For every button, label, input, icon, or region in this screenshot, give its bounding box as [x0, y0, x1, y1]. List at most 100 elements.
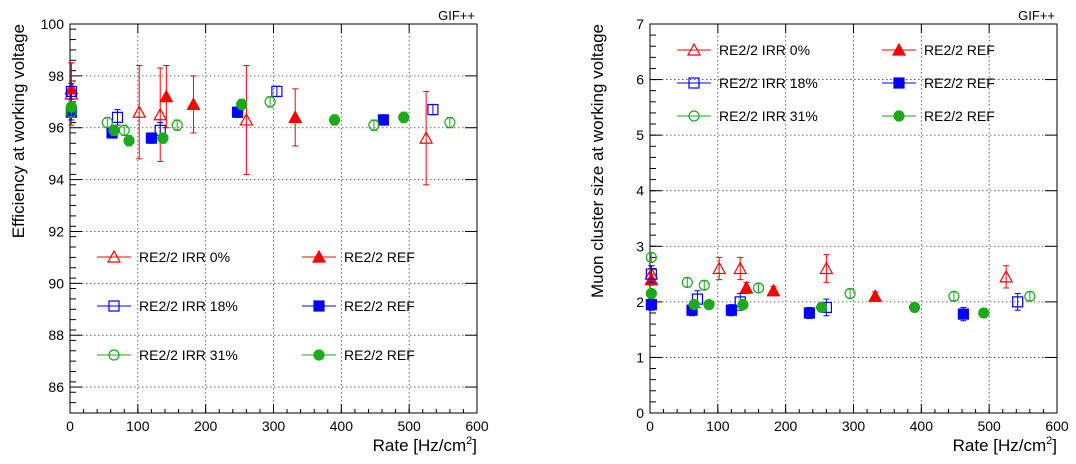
x-axis-label: Rate [Hz/cm2]: [953, 435, 1057, 455]
legend-marker: [108, 349, 120, 361]
x-axis-label-sup: 2: [1046, 435, 1052, 447]
data-point: [111, 111, 124, 123]
data-point: [868, 289, 883, 302]
data-point: [645, 299, 657, 311]
data-point: [288, 110, 303, 123]
x-axis-label: Rate [Hz/cm2]: [373, 435, 477, 455]
plot-frame: [69, 23, 478, 414]
data-point: [153, 107, 168, 121]
x-tick-label: 500: [977, 418, 1001, 434]
y-tick-label: 4: [636, 183, 644, 199]
series-2: [645, 265, 1024, 317]
x-tick-label: 0: [66, 418, 74, 434]
legend: RE2/2 IRR 0% RE2/2 REF RE2/2 IRR 18% RE2/2 …: [677, 42, 995, 124]
series-4: [645, 251, 1036, 302]
legend-marker: [893, 77, 905, 89]
data-point: [948, 290, 960, 302]
data-point: [957, 308, 969, 320]
y-tick-label: 0: [636, 405, 644, 421]
legend-marker: [688, 110, 700, 122]
plot-frame: [649, 23, 1058, 414]
x-tick-label: 600: [465, 418, 489, 434]
y-tick-label: 96: [48, 120, 64, 136]
data-point: [1012, 296, 1024, 308]
x-tick-label: 600: [1045, 418, 1069, 434]
data-point: [908, 301, 921, 314]
x-tick-label: 200: [774, 418, 798, 434]
legend-marker: [893, 110, 905, 122]
data-point: [681, 276, 693, 289]
legend-marker: [106, 249, 122, 263]
data-point: [236, 98, 248, 110]
legend-label: RE2/2 REF: [924, 108, 995, 124]
data-point: [645, 287, 657, 300]
legend-marker: [891, 42, 907, 56]
data-point: [645, 268, 657, 280]
data-point: [157, 132, 169, 144]
data-point: [123, 135, 135, 147]
data-point: [108, 124, 120, 136]
data-point: [752, 282, 765, 294]
legend-marker: [313, 349, 325, 361]
data-point: [698, 279, 710, 291]
data-point: [645, 251, 657, 263]
data-point: [803, 307, 816, 319]
x-axis-label-end: ]: [472, 436, 477, 455]
legend-marker: [108, 300, 120, 312]
data-point: [978, 307, 990, 319]
legend-label: RE2/2 IRR 0%: [139, 249, 230, 265]
corner-label: GIF++: [1018, 8, 1055, 23]
legend-marker: [311, 249, 327, 263]
series-3: [645, 298, 969, 322]
series-2: [65, 83, 439, 139]
y-tick-label: 94: [48, 172, 64, 188]
data-point: [725, 304, 737, 316]
legend-label: RE2/2 IRR 18%: [719, 75, 818, 91]
x-tick-label: 100: [126, 418, 150, 434]
data-point: [368, 119, 380, 131]
x-axis-label-end: ]: [1052, 436, 1057, 455]
data-point: [264, 96, 276, 108]
legend-label: RE2/2 IRR 18%: [139, 298, 238, 314]
series-0: [64, 62, 434, 186]
data-point: [171, 119, 183, 131]
x-axis-label-main: Rate [Hz/cm: [953, 436, 1047, 455]
data-point: [65, 85, 77, 98]
y-tick-label: 100: [41, 16, 65, 32]
y-tick-label: 98: [48, 68, 64, 84]
x-tick-label: 400: [910, 418, 934, 434]
data-point: [688, 299, 700, 311]
y-tick-label: 90: [48, 275, 64, 291]
x-tick-label: 100: [706, 418, 730, 434]
y-tick-label: 6: [636, 72, 644, 88]
legend-label: RE2/2 IRR 31%: [719, 108, 818, 124]
y-tick-label: 92: [48, 223, 64, 239]
x-axis-label-main: Rate [Hz/cm: [373, 436, 467, 455]
corner-label: GIF++: [438, 8, 475, 23]
legend-label: RE2/2 REF: [924, 42, 995, 58]
y-tick-label: 3: [636, 238, 644, 254]
grid: [650, 24, 1057, 413]
legend-marker: [686, 42, 702, 56]
x-tick-label: 300: [842, 418, 866, 434]
x-tick-label: 500: [397, 418, 421, 434]
grid: [70, 24, 477, 413]
data-point: [239, 112, 254, 126]
data-point: [65, 101, 77, 113]
series-3: [65, 103, 389, 144]
y-tick-label: 88: [48, 327, 64, 343]
data-point: [186, 97, 201, 110]
data-point: [703, 299, 715, 311]
efficiency-chart: GIF++ 0 100 200 300 400 500 600 86 88 90 92 94 96 98 10…: [9, 8, 489, 455]
cluster-size-chart: GIF++ 0 100 200 300 400 500 600 0 1 2 3 4 5 6 7 Rate [Hz…: [588, 8, 1069, 455]
data-point: [419, 130, 434, 144]
data-point: [844, 287, 856, 300]
y-tick-label: 86: [48, 379, 64, 395]
data-point: [766, 283, 781, 297]
y-tick-label: 2: [636, 294, 644, 310]
y-tick-label: 7: [636, 16, 644, 32]
x-tick-label: 400: [330, 418, 354, 434]
legend-marker: [313, 300, 325, 312]
series-4: [65, 96, 456, 137]
data-point: [444, 116, 456, 129]
